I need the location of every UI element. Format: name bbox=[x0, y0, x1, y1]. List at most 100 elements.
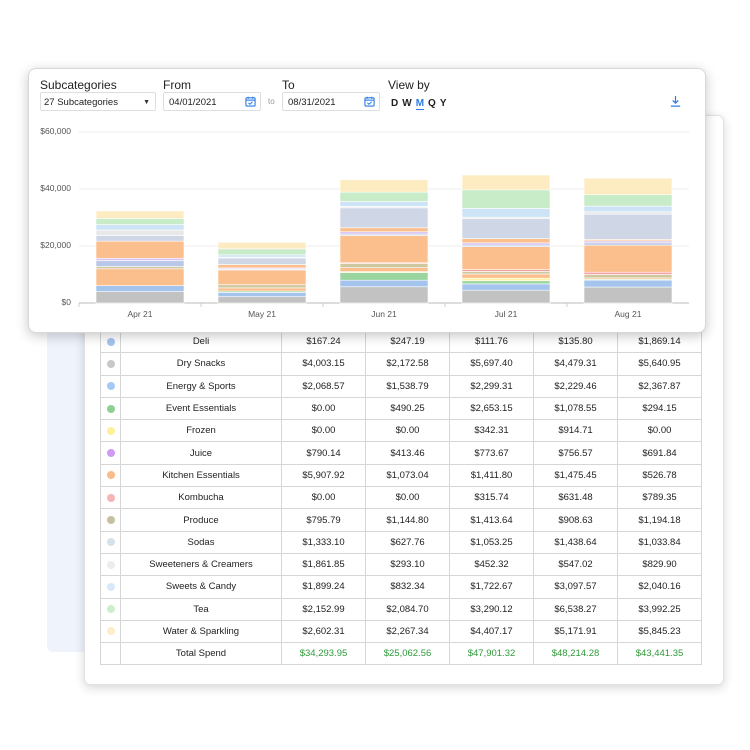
bar-segment[interactable] bbox=[461, 289, 551, 304]
bar-segment[interactable] bbox=[217, 296, 307, 304]
bar-segment[interactable] bbox=[217, 257, 307, 265]
bar-segment[interactable] bbox=[339, 235, 429, 264]
month-value: $3,290.12 bbox=[449, 597, 534, 621]
bar-segment[interactable] bbox=[461, 283, 551, 291]
table-row: Dry Snacks $4,003.15 $2,172.58 $5,697.40 $4,… bbox=[100, 352, 702, 376]
view-option-y[interactable]: Y bbox=[439, 98, 447, 109]
month-value: $1,438.64 bbox=[533, 530, 618, 554]
subcategory-name: Juice bbox=[120, 441, 282, 465]
month-value: $167.24 bbox=[281, 329, 366, 354]
bar-segment[interactable] bbox=[217, 287, 307, 292]
bar-segment[interactable] bbox=[339, 279, 429, 288]
month-value: $294.15 bbox=[617, 396, 702, 421]
view-option-d[interactable]: D bbox=[391, 98, 399, 109]
month-value: $247.19 bbox=[365, 329, 450, 354]
month-value: $315.74 bbox=[449, 486, 534, 510]
bar-segment[interactable] bbox=[339, 207, 429, 229]
bar-segment[interactable] bbox=[583, 205, 673, 213]
bar-segment[interactable] bbox=[583, 286, 673, 304]
total-value: $47,901.32 bbox=[449, 642, 534, 666]
month-value: $2,040.16 bbox=[617, 575, 702, 599]
bar-segment[interactable] bbox=[95, 240, 185, 259]
view-option-w[interactable]: W bbox=[402, 98, 412, 109]
bar-segment[interactable] bbox=[339, 263, 429, 268]
month-value: $790.14 bbox=[281, 441, 366, 465]
x-tick-label: Jun 21 bbox=[371, 309, 397, 319]
bar-segment[interactable] bbox=[95, 268, 185, 286]
bar-segment[interactable] bbox=[95, 266, 185, 270]
bar-segment[interactable] bbox=[339, 272, 429, 281]
month-value: $0.00 bbox=[617, 419, 702, 443]
legend-dot-cell bbox=[100, 419, 121, 443]
bar-segment[interactable] bbox=[461, 271, 551, 275]
bar-segment[interactable] bbox=[461, 242, 551, 246]
bar-segment[interactable] bbox=[95, 218, 185, 225]
bar-segment[interactable] bbox=[95, 224, 185, 231]
to-date-field[interactable]: 08/31/2021 bbox=[282, 92, 380, 111]
bar-segment[interactable] bbox=[217, 248, 307, 256]
table-row: Juice $790.14 $413.46 $773.67 $756.57 $691.84 bbox=[100, 441, 702, 465]
month-value: $4,479.31 bbox=[533, 352, 618, 376]
bar-segment[interactable] bbox=[95, 235, 185, 242]
bar-segment[interactable] bbox=[461, 277, 551, 282]
from-date-field[interactable]: 04/01/2021 bbox=[163, 92, 261, 111]
table-row: Energy & Sports $2,068.57 $1,538.79 $2,299.… bbox=[100, 374, 702, 398]
month-value: $1,869.14 bbox=[617, 329, 702, 354]
bar-segment[interactable] bbox=[339, 231, 429, 235]
view-option-q[interactable]: Q bbox=[428, 98, 436, 109]
bar-segment[interactable] bbox=[217, 292, 307, 298]
bar-segment[interactable] bbox=[95, 229, 185, 236]
month-value: $5,697.40 bbox=[449, 352, 534, 376]
bar-segment[interactable] bbox=[583, 279, 673, 288]
month-value: $1,538.79 bbox=[365, 374, 450, 398]
subcategories-select[interactable]: 27 Subcategories ▼ bbox=[40, 92, 156, 111]
bar-segment[interactable] bbox=[583, 194, 673, 207]
download-icon[interactable] bbox=[669, 95, 682, 108]
bar-segment[interactable] bbox=[583, 274, 673, 279]
bar-segment[interactable] bbox=[461, 246, 551, 270]
table-row: Sweeteners & Creamers $1,861.85 $293.10 $45… bbox=[100, 552, 702, 577]
bar-segment[interactable] bbox=[583, 242, 673, 246]
bar-segment[interactable] bbox=[583, 244, 673, 273]
bar-segment[interactable] bbox=[461, 208, 551, 218]
month-value: $2,229.46 bbox=[533, 374, 618, 398]
bar-segment[interactable] bbox=[461, 280, 551, 285]
calendar-icon[interactable] bbox=[364, 96, 375, 107]
bar-segment[interactable] bbox=[95, 210, 185, 219]
bar-segment[interactable] bbox=[583, 271, 673, 275]
bar-segment[interactable] bbox=[217, 284, 307, 289]
bar-segment[interactable] bbox=[95, 257, 185, 261]
legend-dot-cell bbox=[100, 619, 121, 644]
bar-segment[interactable] bbox=[461, 238, 551, 244]
bar-segment[interactable] bbox=[217, 241, 307, 250]
bar-segment[interactable] bbox=[339, 179, 429, 193]
bar-segment[interactable] bbox=[461, 174, 551, 191]
bar-segment[interactable] bbox=[583, 177, 673, 195]
bar-segment[interactable] bbox=[339, 227, 429, 233]
month-value: $5,907.92 bbox=[281, 463, 366, 488]
bar-segment[interactable] bbox=[95, 291, 185, 304]
view-option-m[interactable]: M bbox=[415, 98, 425, 110]
bar-segment[interactable] bbox=[217, 269, 307, 286]
view-by-label: View by bbox=[388, 78, 430, 92]
calendar-icon[interactable] bbox=[245, 96, 256, 107]
bar-segment[interactable] bbox=[583, 213, 673, 240]
month-value: $4,407.17 bbox=[449, 619, 534, 644]
subcategory-name: Energy & Sports bbox=[120, 374, 282, 398]
bar-segment[interactable] bbox=[461, 273, 551, 279]
bar-segment[interactable] bbox=[217, 254, 307, 258]
bar-segment[interactable] bbox=[95, 285, 185, 292]
bar-segment[interactable] bbox=[217, 264, 307, 269]
bar-segment[interactable] bbox=[339, 286, 429, 304]
to-date-value: 08/31/2021 bbox=[288, 97, 336, 108]
bar-segment[interactable] bbox=[461, 218, 551, 239]
month-value: $2,602.31 bbox=[281, 619, 366, 644]
bar-segment[interactable] bbox=[339, 267, 429, 272]
bar-segment[interactable] bbox=[95, 260, 185, 267]
color-dot bbox=[106, 605, 115, 614]
bar-segment[interactable] bbox=[339, 201, 429, 207]
bar-segment[interactable] bbox=[583, 211, 673, 215]
bar-segment[interactable] bbox=[339, 191, 429, 202]
bar-segment[interactable] bbox=[461, 189, 551, 209]
month-value: $2,068.57 bbox=[281, 374, 366, 398]
